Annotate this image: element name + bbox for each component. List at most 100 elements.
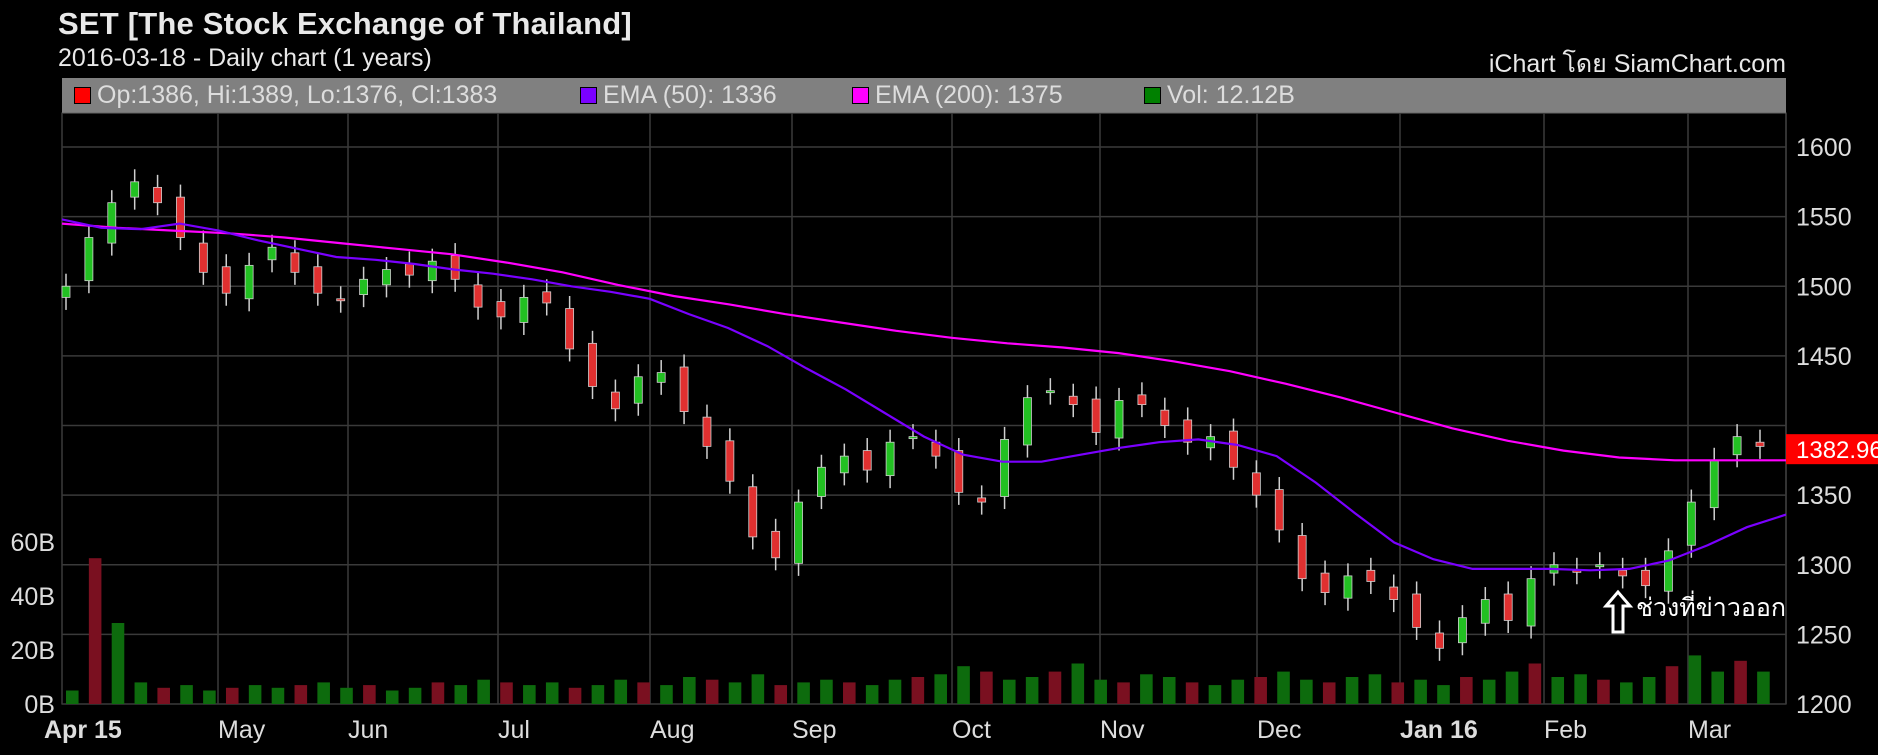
- volume-bar: [911, 677, 925, 704]
- volume-bar: [1231, 679, 1245, 704]
- volume-bar: [1254, 677, 1267, 704]
- candle-body: [313, 266, 323, 294]
- candle-body: [519, 296, 529, 323]
- volume-bar: [614, 679, 628, 704]
- month-label: Aug: [650, 716, 694, 744]
- volume-bar: [865, 685, 879, 704]
- candle-body: [1366, 569, 1376, 582]
- candle-body: [473, 284, 483, 308]
- volume-bar: [545, 682, 559, 704]
- candle-body: [771, 530, 781, 559]
- volume-bar: [1140, 674, 1153, 704]
- candle-body: [588, 342, 597, 387]
- candle-body: [542, 291, 552, 304]
- candle-body: [1595, 564, 1605, 568]
- candle-body: [84, 237, 94, 282]
- candle-body: [496, 301, 506, 318]
- volume-bar: [1505, 671, 1519, 704]
- candle-body: [290, 252, 300, 273]
- volume-bar: [1071, 663, 1085, 704]
- candle-body: [130, 181, 140, 198]
- candle-body: [1183, 419, 1193, 443]
- volume-bar: [500, 682, 513, 704]
- volume-bar: [385, 690, 399, 704]
- candle-body: [862, 450, 872, 471]
- candle-body: [1480, 599, 1490, 624]
- volume-bar: [957, 666, 970, 704]
- price-tick-label: 1450: [1796, 343, 1852, 371]
- volume-bar: [980, 671, 993, 704]
- volume-bar: [1300, 679, 1313, 704]
- volume-bar: [683, 677, 696, 704]
- candle-body: [1664, 550, 1673, 592]
- candle-body: [1526, 578, 1536, 627]
- legend-ohlc-swatch: [74, 87, 91, 104]
- volume-bar: [568, 687, 582, 704]
- candle-body: [267, 246, 277, 261]
- volume-bar: [1437, 685, 1450, 704]
- candle-body: [450, 255, 460, 280]
- chart-credit: iChart โดย SiamChart.com: [1488, 50, 1786, 78]
- candle-body: [1229, 430, 1238, 468]
- candle-body: [382, 269, 391, 286]
- volume-bar: [1460, 677, 1473, 704]
- legend-volume-label: Vol: 12.12B: [1167, 81, 1295, 109]
- volume-bar: [1391, 682, 1405, 704]
- volume-bar: [248, 685, 262, 704]
- volume-bar: [88, 558, 102, 704]
- candle-body: [359, 278, 368, 296]
- candle-body: [1435, 632, 1444, 649]
- news-annotation-label: ช่วงที่ข่าวออก: [1636, 594, 1787, 622]
- candle-body: [885, 441, 895, 477]
- volume-bar: [1048, 671, 1062, 704]
- chart-title: SET [The Stock Exchange of Thailand]: [58, 6, 632, 41]
- candle-body: [1160, 409, 1170, 426]
- volume-bar: [1277, 671, 1290, 704]
- month-label: Mar: [1688, 716, 1731, 744]
- candle-body: [725, 440, 735, 482]
- legend-ema200-label: EMA (200): 1375: [875, 81, 1063, 109]
- volume-bar: [1322, 682, 1336, 704]
- volume-bar: [1162, 677, 1176, 704]
- candle-body: [153, 186, 162, 204]
- candle-body: [954, 450, 964, 493]
- volume-tick-label: 20B: [11, 637, 55, 665]
- plot-frame: [61, 112, 1787, 705]
- volume-bar: [705, 679, 719, 704]
- volume-bar: [294, 685, 308, 704]
- volume-bar: [1185, 682, 1199, 704]
- volume-bar: [271, 687, 285, 704]
- volume-bar: [660, 685, 673, 704]
- volume-bar: [728, 682, 742, 704]
- candle-body: [244, 264, 254, 300]
- candle-body: [1045, 390, 1055, 394]
- candle-body: [1320, 572, 1330, 593]
- chart-subtitle: 2016-03-18 - Daily chart (1 years): [58, 44, 432, 72]
- candle-body: [748, 486, 758, 538]
- candle-body: [1389, 586, 1399, 600]
- volume-bar: [1368, 674, 1382, 704]
- volume-bar: [774, 685, 788, 704]
- candle-body: [404, 263, 414, 276]
- volume-bar: [408, 687, 422, 704]
- volume-bar: [1620, 682, 1633, 704]
- price-tick-label: 1600: [1796, 134, 1852, 162]
- candle-body: [1641, 569, 1650, 587]
- volume-bar: [1482, 679, 1496, 704]
- candle-body: [221, 266, 231, 294]
- candle-body: [198, 242, 208, 273]
- month-label: Jan 16: [1400, 716, 1478, 744]
- candle-body: [1091, 398, 1101, 433]
- volume-bar: [1528, 663, 1542, 704]
- volume-bar: [1734, 660, 1747, 704]
- volume-bar: [134, 682, 148, 704]
- volume-bar: [180, 685, 193, 704]
- volume-bar: [1345, 677, 1359, 704]
- volume-bar: [66, 690, 79, 704]
- candle-body: [839, 455, 849, 474]
- candle-body: [633, 376, 643, 404]
- candle-body: [1458, 617, 1467, 644]
- price-tick-label: 1550: [1796, 204, 1852, 232]
- volume-bar: [888, 679, 902, 704]
- volume-bar: [1117, 682, 1130, 704]
